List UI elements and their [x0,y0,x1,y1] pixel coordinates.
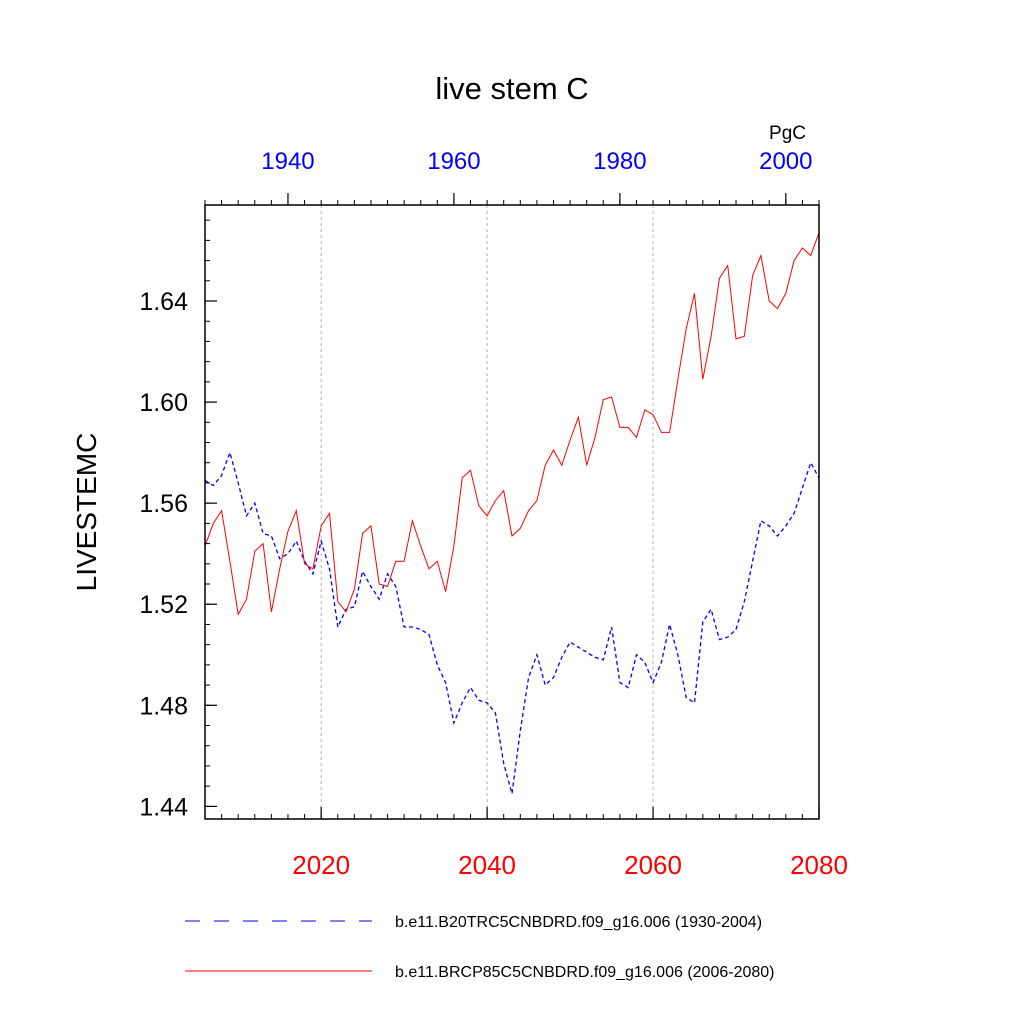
chart-title: live stem C [435,71,588,106]
y-tick-label: 1.44 [139,793,188,821]
series-line-2 [204,232,820,616]
y-axis-label: LIVESTEMC [71,433,102,592]
y-tick-label: 1.56 [139,490,188,518]
grid-lines [320,205,654,819]
legend-label-2: b.e11.BRCP85C5CNBDRD.f09_g16.006 (2006-2… [395,964,774,981]
legend: b.e11.B20TRC5CNBDRD.f09_g16.006 (1930-20… [185,914,774,981]
top-tick-label: 1980 [593,148,646,175]
plot-series [204,232,820,794]
bottom-tick-label: 2040 [458,850,516,880]
top-tick-label: 1940 [261,148,314,175]
y-tick-label: 1.48 [139,692,188,720]
y-tick-label: 1.60 [139,389,188,417]
series-line-1 [204,450,820,794]
plot-frame [204,204,820,820]
legend-label-1: b.e11.B20TRC5CNBDRD.f09_g16.006 (1930-20… [395,914,762,931]
top-tick-label: 2000 [759,148,812,175]
y-tick-label: 1.52 [139,591,188,619]
axis-ticks [204,193,820,819]
units-label: PgC [769,123,806,144]
bottom-tick-label: 2020 [292,850,350,880]
tick-labels: 2020 2040 2060 2080 1940 1960 1980 2000 1.44 1.48… [139,148,848,880]
y-tick-label: 1.64 [139,288,188,316]
bottom-tick-label: 2080 [790,850,848,880]
bottom-tick-label: 2060 [624,850,682,880]
top-tick-label: 1960 [427,148,480,175]
